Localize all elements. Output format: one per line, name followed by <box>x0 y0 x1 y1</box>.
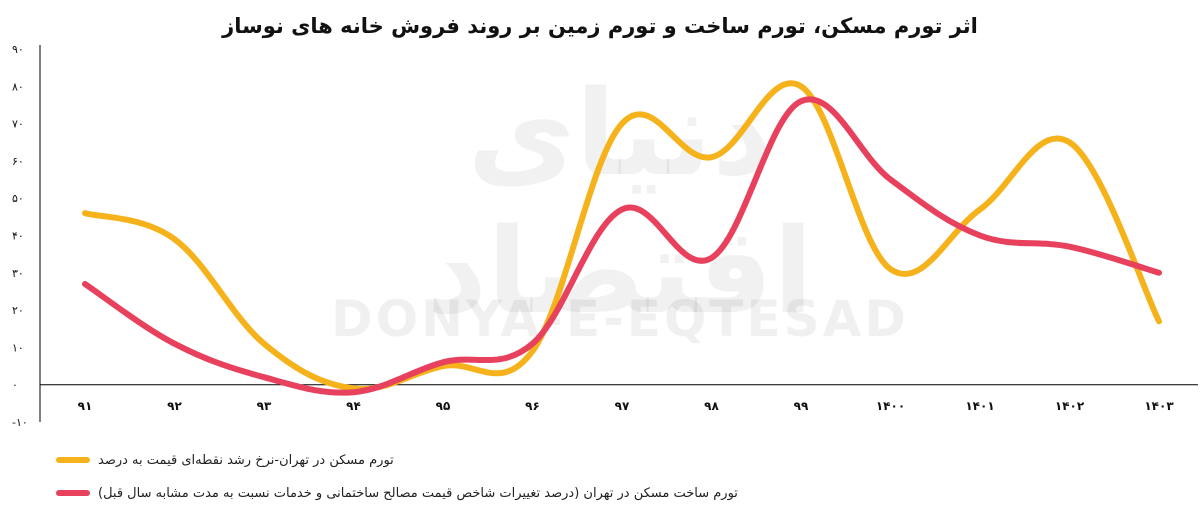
x-tick-label: ۹۹ <box>794 399 809 413</box>
x-tick-label: ۱۴۰۰ <box>876 399 905 413</box>
y-tick-label: ۵۰ <box>12 192 24 205</box>
legend-swatch-house-inflation <box>56 457 90 463</box>
series-layer <box>82 80 1162 396</box>
legend-label-house-inflation: تورم مسکن در تهران-نرخ رشد نقطه‌ای قیمت … <box>98 452 394 468</box>
x-tick-label: ۹۸ <box>704 399 719 413</box>
y-tick-label: ۶۰ <box>12 155 24 168</box>
x-tick-label: ۹۶ <box>525 399 540 413</box>
chart-title: اثر تورم مسکن، تورم ساخت و تورم زمین بر … <box>222 14 978 38</box>
x-tick-label: ۹۷ <box>615 399 630 413</box>
x-tick-label: ۱۴۰۱ <box>965 399 994 413</box>
y-tick-label: ۱۰ <box>12 341 24 354</box>
y-tick-label: ۰ <box>12 379 18 392</box>
x-tick-label: ۹۳ <box>257 399 272 413</box>
legend-item-house-inflation: تورم مسکن در تهران-نرخ رشد نقطه‌ای قیمت … <box>56 448 394 472</box>
x-tick-label: ۹۵ <box>436 399 451 413</box>
y-tick-label: ۸۰ <box>12 80 24 93</box>
series-line-construction-inflation <box>82 96 1162 396</box>
y-tick-label: ۹۰ <box>12 43 24 56</box>
x-tick-label: ۹۲ <box>167 399 182 413</box>
axis-layer: -۱۰ ۰ ۱۰ ۲۰ ۳۰ ۴۰ ۵۰ ۶۰ ۷۰ ۸۰ ۹۰ ۹۱ ۹۲ ۹۳ ۹۴ ۹۵ ۹۶ ۹۷ ۹۸ ۹۹… <box>12 43 1198 429</box>
y-tick-label: ۷۰ <box>12 118 24 131</box>
y-tick-label: ۲۰ <box>12 304 24 317</box>
legend-label-construction-inflation: تورم ساخت مسکن در تهران (درصد تغییرات شا… <box>98 485 738 501</box>
y-tick-label: -۱۰ <box>12 416 28 429</box>
legend-swatch-construction-inflation <box>56 490 90 496</box>
x-tick-label: ۹۴ <box>346 399 361 413</box>
legend-item-construction-inflation: تورم ساخت مسکن در تهران (درصد تغییرات شا… <box>56 481 738 505</box>
x-tick-label: ۱۴۰۲ <box>1055 399 1085 413</box>
x-tick-label: ۱۴۰۳ <box>1144 399 1174 413</box>
series-line-house-inflation <box>82 80 1162 392</box>
y-tick-label: ۴۰ <box>12 230 24 243</box>
y-tick-label: ۳۰ <box>12 267 24 280</box>
x-tick-label: ۹۱ <box>78 399 93 413</box>
